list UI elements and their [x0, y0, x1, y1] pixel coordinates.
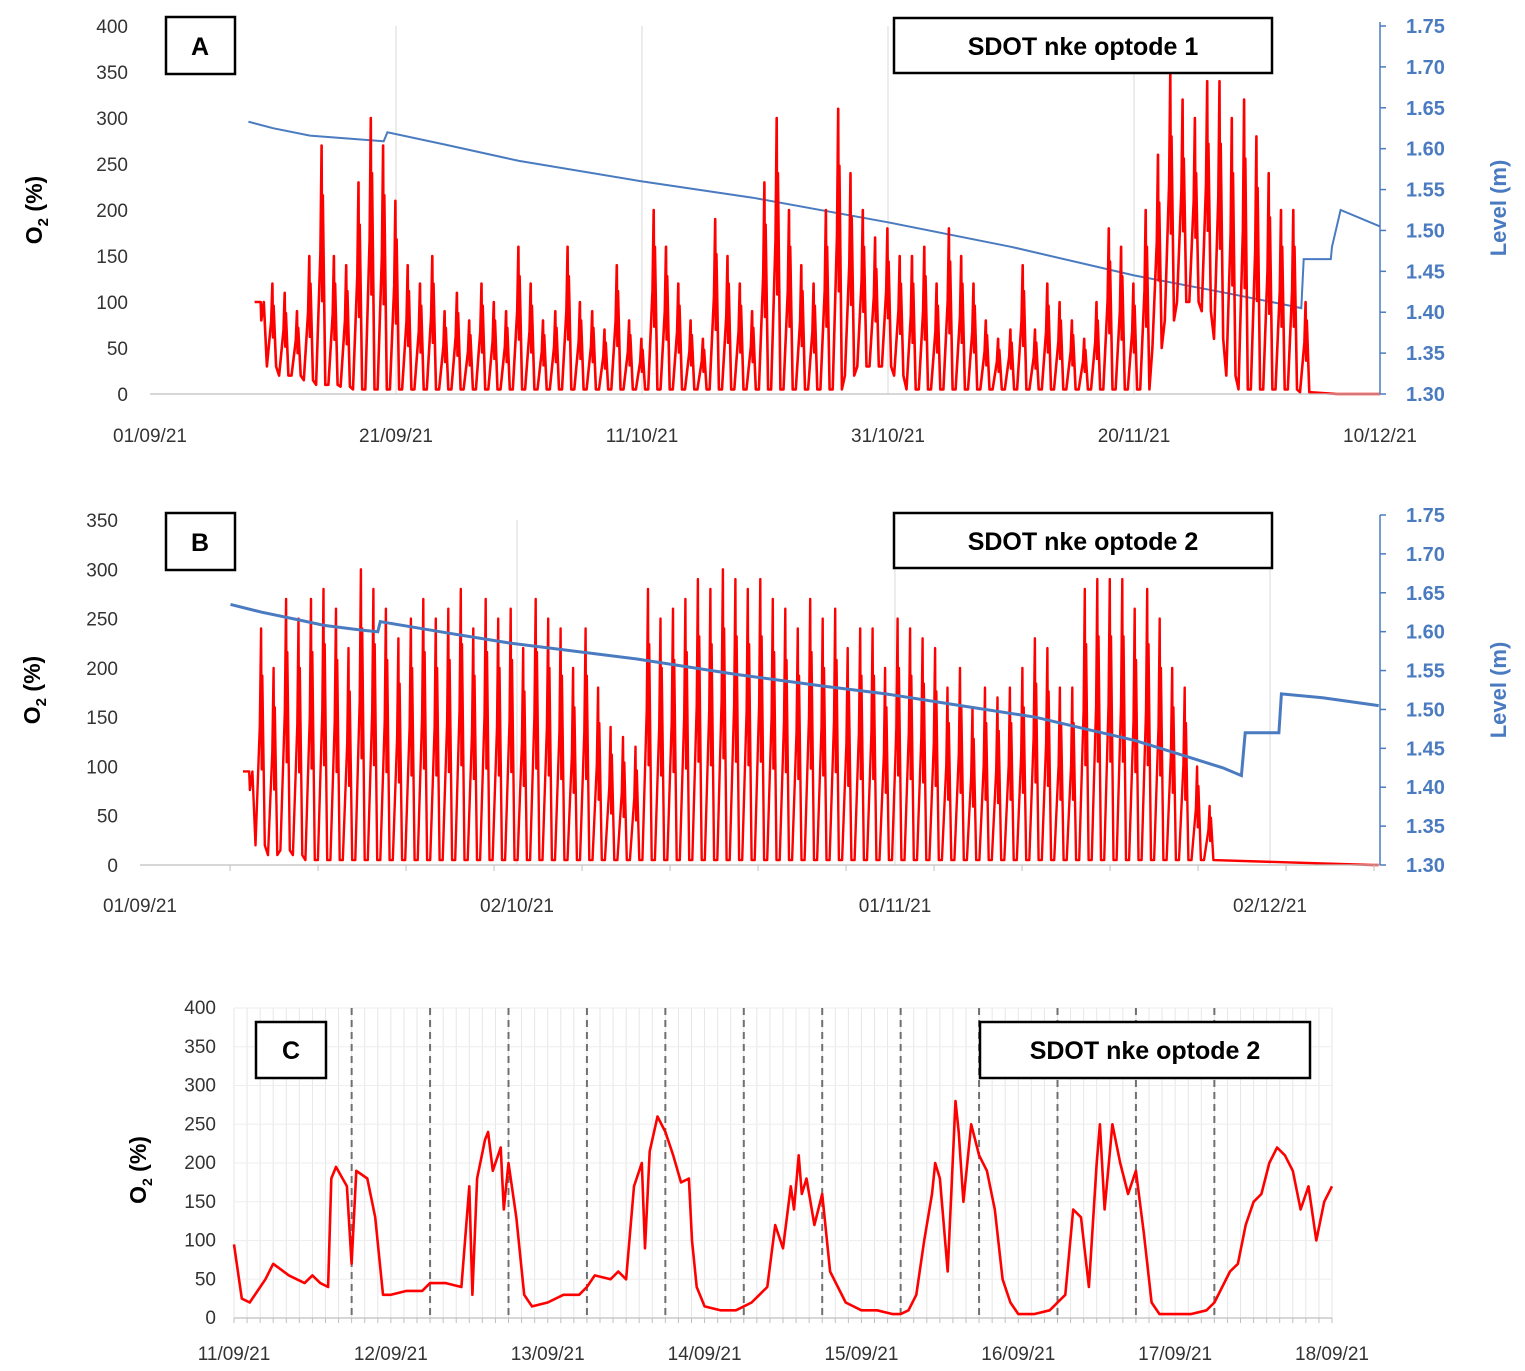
- panel-b-x-tick: 01/11/21: [859, 896, 932, 917]
- panel-a-right-tick: 1.45: [1406, 261, 1445, 283]
- panel-a-x-tick: 01/09/21: [113, 426, 187, 447]
- panel-b-x-tick: 02/12/21: [1233, 896, 1307, 917]
- panel-a-right-tick: 1.70: [1406, 57, 1445, 79]
- panel-c-y-tick: 300: [184, 1076, 216, 1097]
- panel-a-y-tick: 350: [96, 63, 128, 84]
- panel-b-y-tick: 0: [107, 856, 118, 877]
- panel-c-x-tick: 17/09/21: [1138, 1344, 1212, 1365]
- panel-a-y-tick: 150: [96, 247, 128, 268]
- panel-b-y-tick: 350: [86, 511, 118, 532]
- panel-a-right-tick: 1.65: [1406, 98, 1445, 120]
- panel-a-x-tick: 21/09/21: [359, 426, 433, 447]
- panel-a-y-tick: 300: [96, 109, 128, 130]
- panel-a-right-tick: 1.60: [1406, 139, 1445, 161]
- panel-b-y-tick: 200: [86, 659, 118, 680]
- panel-b-right-tick: 1.50: [1406, 699, 1445, 721]
- panel-a-x-tick: 11/10/21: [606, 426, 679, 447]
- panel-b-chart: 01/09/21 02/10/21 01/11/21 02/12/21 0 50 100 15…: [19, 505, 1511, 917]
- panel-a-right-tick: 1.50: [1406, 220, 1445, 242]
- panel-a-y-tick: 400: [96, 17, 128, 38]
- panel-c-y-tick: 50: [195, 1269, 216, 1290]
- panel-b-right-tick: 1.55: [1406, 661, 1445, 683]
- panel-a-letter-box: [164, 15, 237, 76]
- panel-a-chart: 0 50 100 150 200 250 300 350 400 1.30 1.35 1.40 1.45…: [21, 15, 1511, 447]
- panel-b-y-tick: 150: [86, 708, 118, 729]
- panel-c-y-tick: 100: [184, 1231, 216, 1252]
- panel-a-y-tick: 250: [96, 155, 128, 176]
- panel-a-y-tick: 100: [96, 293, 128, 314]
- panel-c-letter: C: [282, 1037, 300, 1065]
- panel-c-y-label: O2 (%): [125, 1136, 155, 1204]
- panel-a-title: SDOT nke optode 1: [968, 33, 1199, 61]
- panel-b-title-box: [892, 511, 1274, 570]
- panel-b-x-tick: 01/09/21: [103, 896, 177, 917]
- panel-c-y-tick: 150: [184, 1192, 216, 1213]
- panel-c-chart: 0 50 100 150 200 250 300 350 400 11/09/21 12/09/21…: [125, 998, 1369, 1365]
- panel-c-title-box: [978, 1020, 1312, 1080]
- panel-b-right-tick: 1.40: [1406, 777, 1445, 799]
- panel-b-letter: B: [191, 529, 209, 557]
- svg-text:O2 (%): O2 (%): [19, 656, 50, 724]
- panel-a-y-tick: 0: [117, 385, 128, 406]
- panel-b-right-tick: 1.30: [1406, 855, 1445, 877]
- panel-b-right-tick: 1.35: [1406, 816, 1445, 838]
- panel-a-x-tick: 31/10/21: [851, 426, 925, 447]
- panel-b-level-line: [230, 602, 1379, 778]
- panel-a-title-box: [892, 16, 1274, 75]
- panel-c-x-tick: 18/09/21: [1295, 1344, 1369, 1365]
- panel-b-right-y-label: Level (m): [1486, 642, 1511, 739]
- panel-a-letter: A: [191, 33, 209, 61]
- panel-b-title: SDOT nke optode 2: [968, 528, 1199, 556]
- panel-a-right-tick: 1.40: [1406, 302, 1445, 324]
- panel-b-right-tick: 1.70: [1406, 544, 1445, 566]
- panel-b-x-tick: 02/10/21: [480, 896, 554, 917]
- panel-c-letter-box: [254, 1020, 328, 1080]
- panel-a-right-tick: 1.55: [1406, 180, 1445, 202]
- panel-a-y-label: O2 (%): [21, 176, 52, 244]
- panel-a-x-tick: 10/12/21: [1343, 426, 1417, 447]
- panel-b-right-tick: 1.45: [1406, 738, 1445, 760]
- panel-c-y-tick: 400: [184, 998, 216, 1019]
- panel-c-x-tick: 16/09/21: [981, 1344, 1055, 1365]
- panel-a-right-tick: 1.75: [1406, 16, 1445, 38]
- panel-b-right-tick: 1.75: [1406, 505, 1445, 527]
- panel-a-right-tick: 1.35: [1406, 343, 1445, 365]
- panel-c-x-tick: 13/09/21: [511, 1344, 585, 1365]
- panel-c-y-tick: 0: [205, 1308, 216, 1329]
- panel-a-right-y-label: Level (m): [1486, 160, 1511, 257]
- svg-text:O2 (%): O2 (%): [125, 1136, 155, 1204]
- panel-b-o2-line: [243, 568, 1379, 867]
- panel-b-right-tick: 1.60: [1406, 622, 1445, 644]
- panel-b-y-label: O2 (%): [19, 656, 50, 724]
- svg-text:O2 (%): O2 (%): [21, 176, 52, 244]
- panel-c-x-tick: 12/09/21: [354, 1344, 428, 1365]
- panel-c-y-tick: 200: [184, 1153, 216, 1174]
- panel-b-right-tick: 1.65: [1406, 583, 1445, 605]
- panel-c-x-tick: 15/09/21: [824, 1344, 898, 1365]
- panel-b-y-tick: 250: [86, 610, 118, 631]
- panel-a-y-tick: 50: [107, 339, 128, 360]
- panel-b-y-tick: 100: [86, 757, 118, 778]
- panel-b-y-tick: 300: [86, 560, 118, 581]
- panel-c-x-tick: 11/09/21: [198, 1344, 271, 1365]
- panel-c-y-tick: 250: [184, 1114, 216, 1135]
- panel-a-y-tick: 200: [96, 201, 128, 222]
- panel-a-x-tick: 20/11/21: [1098, 426, 1171, 447]
- panel-c-title: SDOT nke optode 2: [1030, 1037, 1261, 1065]
- panel-a-right-tick: 1.30: [1406, 384, 1445, 406]
- panel-a-o2-line: [254, 70, 1380, 396]
- panel-c-o2-line: [232, 1099, 1334, 1316]
- panel-b-letter-box: [164, 511, 237, 572]
- panel-b-y-tick: 50: [97, 807, 118, 828]
- panel-c-y-tick: 350: [184, 1037, 216, 1058]
- panel-c-x-tick: 14/09/21: [668, 1344, 742, 1365]
